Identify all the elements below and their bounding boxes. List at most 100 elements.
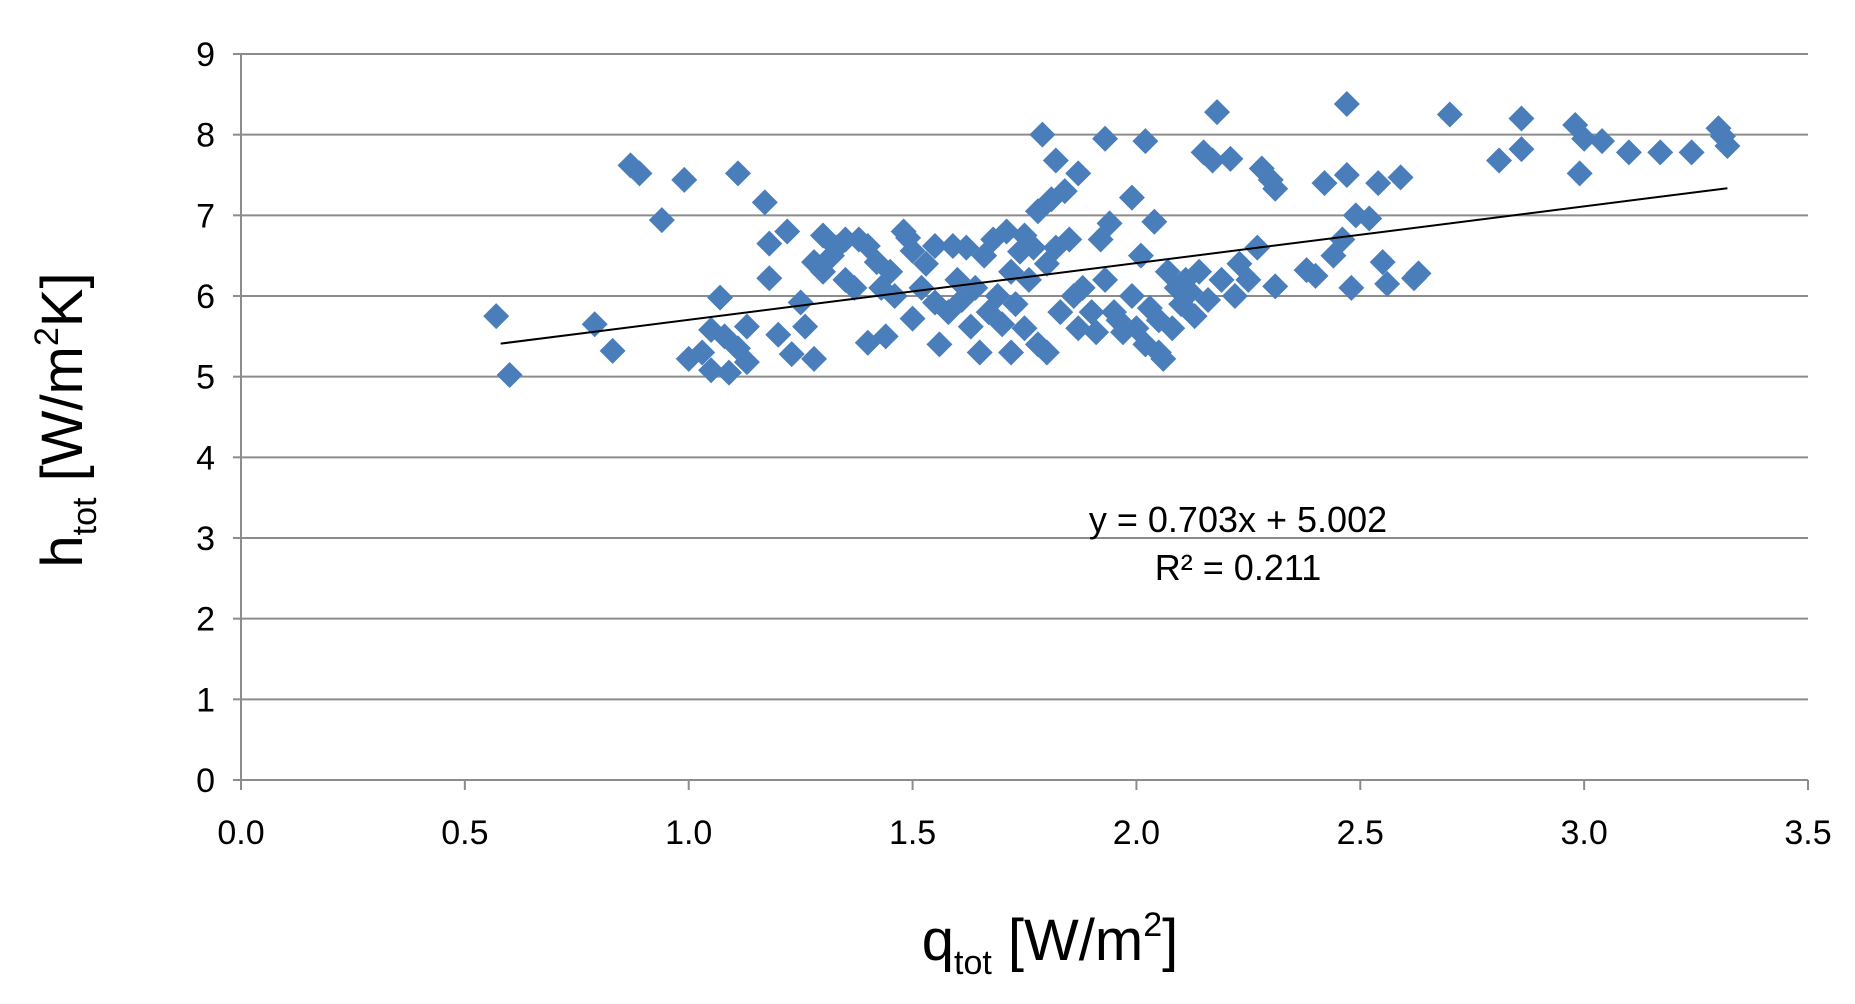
data-point <box>1356 205 1383 232</box>
data-point <box>1262 175 1289 202</box>
data-point <box>989 311 1016 338</box>
data-point <box>998 339 1025 366</box>
data-point <box>832 226 859 253</box>
y-tick-label: 5 <box>196 359 215 397</box>
data-point <box>765 321 792 348</box>
x-tick-label: 3.5 <box>1784 814 1831 852</box>
data-point <box>801 345 828 372</box>
data-point <box>841 274 868 301</box>
x-tick-label: 2.0 <box>1113 814 1160 852</box>
data-point <box>1262 273 1289 300</box>
data-point <box>1033 339 1060 366</box>
data-point <box>1065 315 1092 342</box>
x-tick-label: 0.5 <box>441 814 488 852</box>
data-point <box>1096 210 1123 237</box>
data-point <box>751 189 778 216</box>
trendline <box>500 187 1728 345</box>
data-point <box>957 313 984 340</box>
data-point <box>1374 270 1401 297</box>
data-point <box>1311 170 1338 197</box>
y-tick-label: 4 <box>196 439 215 477</box>
data-point <box>1020 234 1047 261</box>
data-point <box>707 284 734 311</box>
data-point <box>1065 160 1092 187</box>
x-tick-labels: 0.0 0.5 1.0 1.5 2.0 2.5 3.0 3.5 <box>217 814 1831 852</box>
trendline-group <box>500 187 1728 345</box>
data-point <box>1714 132 1741 159</box>
data-point <box>1405 260 1432 287</box>
data-point <box>671 166 698 193</box>
data-point <box>1047 299 1074 326</box>
data-point <box>778 341 805 368</box>
data-point <box>648 207 675 234</box>
data-point <box>698 357 725 384</box>
x-tick-label: 0.0 <box>217 814 264 852</box>
data-point <box>756 230 783 257</box>
y-tick-label: 8 <box>196 117 215 155</box>
data-point <box>1118 184 1145 211</box>
x-tick-label: 1.5 <box>889 814 936 852</box>
data-point <box>496 362 523 389</box>
x-axis-title: qtot [W/m2] <box>922 906 1179 982</box>
data-point <box>1566 160 1593 187</box>
data-point <box>1015 266 1042 293</box>
data-points <box>483 91 1741 389</box>
data-point <box>966 339 993 366</box>
y-tick-label: 7 <box>196 197 215 235</box>
data-point <box>1508 136 1535 163</box>
data-point <box>1589 128 1616 155</box>
x-tick-label: 1.0 <box>665 814 712 852</box>
y-tick-labels: 0 1 2 3 4 5 6 7 8 9 <box>196 36 215 800</box>
data-point <box>1092 125 1119 152</box>
data-point <box>792 313 819 340</box>
data-point <box>1141 208 1168 235</box>
data-point <box>881 283 908 309</box>
data-point <box>913 250 940 277</box>
data-point <box>1127 242 1154 269</box>
data-point <box>1508 105 1535 132</box>
data-point <box>1387 164 1414 191</box>
y-tick-label: 9 <box>196 36 215 74</box>
data-point <box>899 305 926 332</box>
data-point <box>899 237 926 264</box>
data-point <box>1302 262 1329 289</box>
y-axis-title: htot [W/m2K] <box>28 272 104 567</box>
data-point <box>1083 319 1110 346</box>
data-point <box>1011 315 1038 342</box>
data-point <box>877 258 904 285</box>
data-point <box>1333 91 1360 118</box>
y-tick-label: 6 <box>196 278 215 316</box>
data-point <box>774 218 801 245</box>
data-point <box>1069 274 1096 301</box>
x-tick-label: 2.5 <box>1337 814 1384 852</box>
y-tick-label: 1 <box>196 681 215 719</box>
data-point <box>689 339 716 366</box>
data-point <box>1002 291 1029 318</box>
data-point <box>1186 258 1213 285</box>
data-point <box>1150 345 1177 372</box>
data-point <box>872 323 899 350</box>
data-point <box>998 258 1025 285</box>
data-point <box>921 232 948 259</box>
data-point <box>1181 303 1208 330</box>
gridlines <box>241 53 1808 701</box>
data-point <box>1486 147 1513 174</box>
data-point <box>724 160 751 187</box>
data-point <box>483 303 510 330</box>
data-point <box>908 274 935 301</box>
data-point <box>1338 274 1365 301</box>
data-point <box>1204 99 1231 126</box>
data-point <box>716 359 743 386</box>
data-point <box>1678 139 1705 166</box>
data-point <box>1615 139 1642 166</box>
data-point <box>1199 147 1226 174</box>
data-point <box>1132 128 1159 155</box>
data-point <box>1092 266 1119 293</box>
data-point <box>1235 266 1262 293</box>
data-point <box>1647 139 1674 166</box>
data-point <box>1159 315 1186 342</box>
data-point <box>1029 121 1056 148</box>
x-tick-label: 3.0 <box>1561 814 1608 852</box>
data-point <box>1369 249 1396 276</box>
data-point <box>993 218 1020 245</box>
